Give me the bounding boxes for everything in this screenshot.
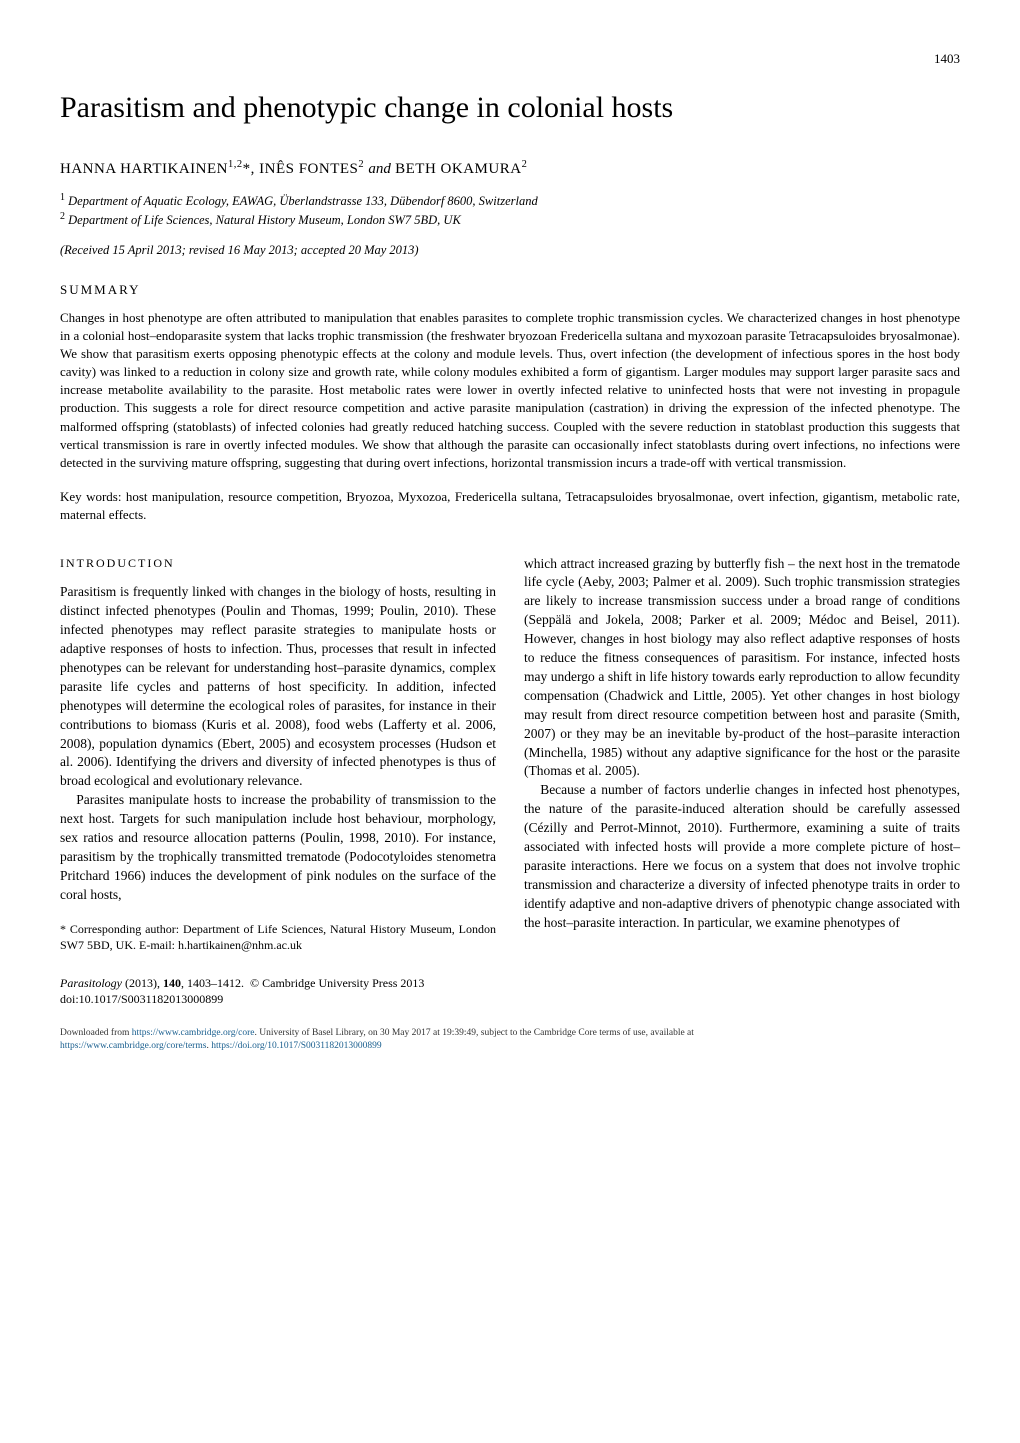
right-column: which attract increased grazing by butte…	[524, 555, 960, 953]
intro-paragraph-3: which attract increased grazing by butte…	[524, 555, 960, 782]
download-footer: Downloaded from https://www.cambridge.or…	[60, 1027, 960, 1053]
journal-name: Parasitology	[60, 976, 122, 990]
article-dates: (Received 15 April 2013; revised 16 May …	[60, 242, 960, 259]
download-mid1: . University of Basel Library, on 30 May…	[254, 1028, 693, 1038]
summary-heading: SUMMARY	[60, 281, 960, 299]
cambridge-core-link[interactable]: https://www.cambridge.org/core	[132, 1028, 255, 1038]
left-column: INTRODUCTION Parasitism is frequently li…	[60, 555, 496, 953]
journal-citation: Parasitology (2013), 140, 1403–1412. © C…	[60, 975, 960, 991]
doi: doi:10.1017/S0031182013000899	[60, 991, 960, 1007]
intro-paragraph-2: Parasites manipulate hosts to increase t…	[60, 791, 496, 904]
intro-paragraph-4: Because a number of factors underlie cha…	[524, 781, 960, 932]
doi-link[interactable]: https://doi.org/10.1017/S003118201300089…	[211, 1041, 382, 1051]
download-prefix: Downloaded from	[60, 1028, 132, 1038]
affiliation-1: 1 Department of Aquatic Ecology, EAWAG, …	[60, 191, 960, 209]
cambridge-terms-link[interactable]: https://www.cambridge.org/core/terms	[60, 1041, 206, 1051]
introduction-heading: INTRODUCTION	[60, 555, 496, 572]
page-number: 1403	[60, 50, 960, 68]
keywords: Key words: host manipulation, resource c…	[60, 488, 960, 524]
intro-paragraph-1: Parasitism is frequently linked with cha…	[60, 583, 496, 791]
article-title: Parasitism and phenotypic change in colo…	[60, 88, 960, 129]
affiliation-2: 2 Department of Life Sciences, Natural H…	[60, 210, 960, 228]
authors: HANNA HARTIKAINEN1,2*, INÊS FONTES2 and …	[60, 158, 960, 179]
affiliations: 1 Department of Aquatic Ecology, EAWAG, …	[60, 191, 960, 228]
citation-rest: (2013), 140, 1403–1412. © Cambridge Univ…	[125, 976, 424, 990]
summary-text: Changes in host phenotype are often attr…	[60, 309, 960, 473]
two-column-body: INTRODUCTION Parasitism is frequently li…	[60, 555, 960, 953]
corresponding-author-footnote: * Corresponding author: Department of Li…	[60, 921, 496, 953]
